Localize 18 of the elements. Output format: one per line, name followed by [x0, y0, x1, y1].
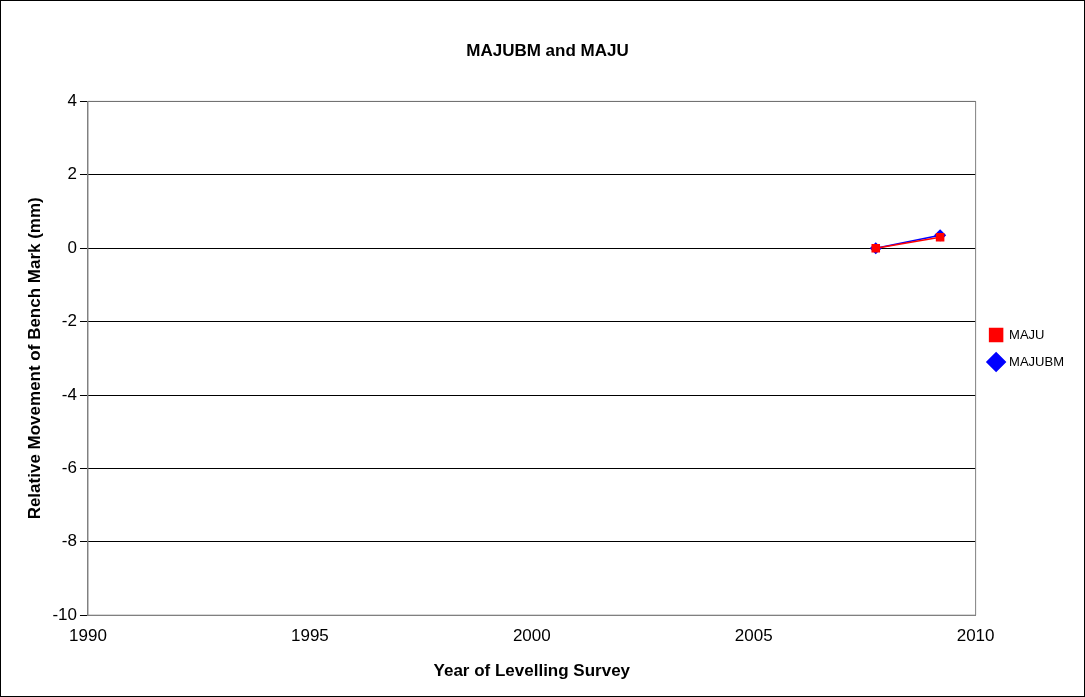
- y-axis-title: Relative Movement of Bench Mark (mm): [24, 197, 44, 520]
- chart-title: MAJUBM and MAJU: [466, 40, 629, 60]
- y-tick-label: -8: [61, 531, 77, 551]
- legend-label: MAJU: [1009, 326, 1045, 342]
- x-tick-label: 2005: [734, 626, 773, 646]
- x-tick-label: 2000: [512, 626, 551, 646]
- y-tick-label: -10: [52, 604, 77, 624]
- x-tick-label: 2010: [956, 626, 995, 646]
- y-tick-label: 2: [67, 164, 77, 184]
- y-tick-label: -6: [61, 458, 77, 478]
- x-tick-label: 1990: [69, 626, 107, 646]
- legend-label: MAJUBM: [1009, 353, 1064, 369]
- x-axis-title: Year of Levelling Survey: [433, 661, 631, 681]
- y-tick-label: 0: [67, 237, 77, 257]
- x-tick-label: 1995: [290, 626, 329, 646]
- y-tick-label: 4: [67, 91, 77, 111]
- y-tick-label: -2: [61, 311, 77, 331]
- y-tick-label: -4: [61, 384, 77, 404]
